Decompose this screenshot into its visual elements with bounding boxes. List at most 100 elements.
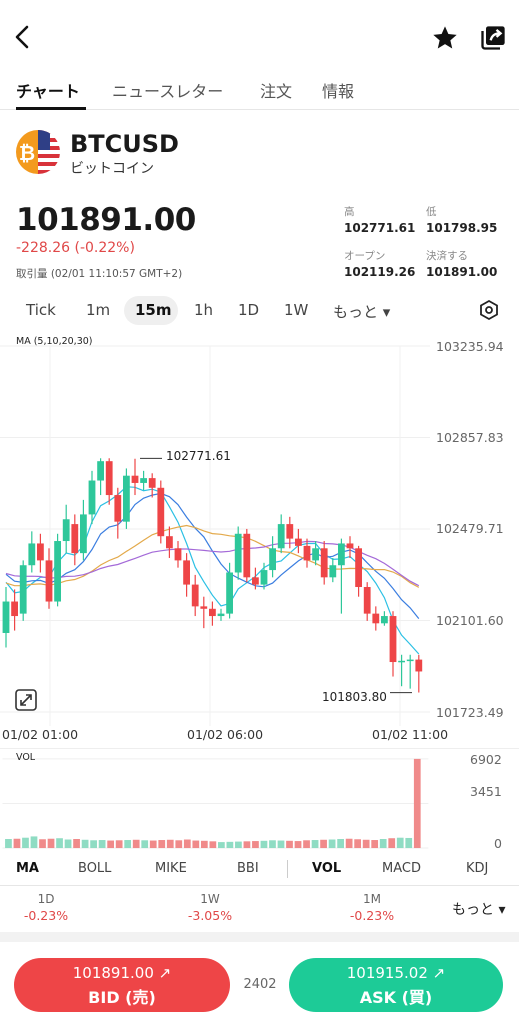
period-1d[interactable]: 1D: [238, 301, 260, 319]
volume-bar: [149, 840, 157, 849]
volume-bar: [124, 840, 132, 849]
expand-icon[interactable]: [14, 688, 38, 712]
low-label: 低: [426, 206, 437, 218]
indicator-mike[interactable]: MIKE: [155, 861, 187, 876]
volume-bar: [218, 842, 225, 849]
spread-value: 2402: [243, 977, 277, 992]
perf-more-button[interactable]: もっと ▾: [452, 902, 506, 918]
perf-period-1m: 1M: [363, 892, 381, 906]
volume-bar: [39, 839, 46, 849]
btc-usd-flag-icon: ₿: [16, 130, 60, 174]
indicator-vol[interactable]: VOL: [312, 861, 342, 876]
active-tab-indicator: [16, 107, 86, 110]
volume-bar: [371, 840, 379, 849]
candle-body: [11, 601, 18, 617]
instrument-symbol: BTCUSD: [70, 130, 179, 158]
instrument-name: ビットコイン: [70, 161, 154, 177]
period-15m[interactable]: 15m: [135, 301, 172, 319]
candle-body: [303, 545, 311, 561]
volume-indicator-label: VOL: [16, 752, 36, 763]
indicator-boll[interactable]: BOLL: [78, 861, 112, 876]
candle-body: [166, 536, 173, 549]
indicator-bbi[interactable]: BBI: [237, 861, 259, 876]
y-tick-label: 101723.49: [436, 705, 504, 720]
y-tick-label: 102479.71: [436, 521, 504, 536]
star-icon[interactable]: [431, 24, 459, 52]
volume-bar: [243, 841, 251, 849]
section-divider: [0, 932, 519, 942]
candle-body: [183, 560, 190, 585]
volume-bar: [226, 841, 234, 849]
bid-price: 101891.00: [72, 964, 154, 982]
volume-bar: [200, 840, 208, 849]
volume-bar: [320, 839, 327, 849]
y-tick-label: 102857.83: [436, 430, 504, 445]
ask-buy-button[interactable]: 101915.02 ↗ ASK (買): [289, 958, 503, 1012]
indicator-macd[interactable]: MACD: [382, 861, 421, 876]
close-label: 決済する: [426, 250, 468, 262]
volume-bar: [277, 840, 285, 849]
volume-bar: [5, 838, 12, 849]
period-1w[interactable]: 1W: [284, 301, 309, 319]
tab-bar: チャート ニュースレター 注文 情報: [0, 72, 519, 110]
volume-bar: [166, 839, 174, 849]
candle-body: [329, 565, 337, 578]
settings-hexagon-icon[interactable]: [478, 299, 500, 321]
candle-body: [71, 524, 79, 554]
candle-body: [381, 616, 388, 624]
candle-body: [45, 560, 53, 602]
candle-body: [372, 613, 380, 624]
y-tick-label: 103235.94: [436, 339, 504, 354]
volume-timestamp: 取引量 (02/01 11:10:57 GMT+2): [16, 268, 183, 280]
candle-body: [320, 548, 328, 578]
period-more[interactable]: もっと ▾: [333, 303, 391, 321]
candle-body: [338, 543, 345, 566]
perf-value-1d: -0.23%: [23, 908, 69, 923]
perf-period-1d: 1D: [37, 892, 55, 906]
candle-body: [406, 659, 414, 662]
volume-bar: [47, 838, 55, 849]
volume-bar: [30, 836, 38, 849]
back-arrow-icon[interactable]: [10, 22, 36, 52]
candle-body: [131, 475, 139, 483]
volume-bar: [388, 838, 396, 849]
indicator-kdj[interactable]: KDJ: [466, 861, 489, 876]
candlestick-chart[interactable]: [0, 330, 519, 746]
volume-bar: [98, 840, 106, 849]
candle-body: [277, 524, 285, 549]
period-1m[interactable]: 1m: [86, 301, 111, 319]
candle-body: [363, 587, 371, 614]
perf-period-1w: 1W: [200, 892, 220, 906]
low-marker-label: 101803.80: [322, 690, 387, 704]
ma-indicator-label: MA (5,10,20,30): [16, 336, 93, 347]
volume-bar: [175, 840, 183, 849]
volume-bar: [354, 839, 362, 849]
period-tick[interactable]: Tick: [26, 301, 56, 319]
candle-body: [398, 660, 405, 663]
ma20-line: [5, 524, 420, 588]
candle-body: [415, 659, 423, 672]
candle-body: [269, 548, 276, 571]
candle-body: [200, 606, 208, 609]
candle-body: [260, 570, 268, 585]
share-icon[interactable]: [479, 24, 507, 52]
tab-info[interactable]: 情報: [322, 82, 355, 101]
volume-bar: [141, 840, 149, 849]
candle-body: [148, 478, 156, 488]
tab-chart[interactable]: チャート: [16, 82, 80, 101]
candle-body: [80, 514, 87, 554]
volume-bar: [64, 839, 72, 849]
bid-sell-button[interactable]: 101891.00 ↗ BID (売): [14, 958, 230, 1012]
candle-body: [88, 480, 96, 515]
volume-chart: [0, 748, 519, 849]
period-1h[interactable]: 1h: [194, 301, 214, 319]
volume-bar: [56, 838, 63, 849]
tab-newsletter[interactable]: ニュースレター: [112, 82, 224, 101]
candle-body: [140, 478, 147, 483]
candle-body: [295, 538, 302, 546]
tab-order[interactable]: 注文: [260, 82, 293, 101]
candle-body: [191, 584, 199, 607]
indicator-ma[interactable]: MA: [16, 861, 39, 876]
candle-body: [226, 572, 233, 614]
volume-bar: [252, 841, 259, 849]
